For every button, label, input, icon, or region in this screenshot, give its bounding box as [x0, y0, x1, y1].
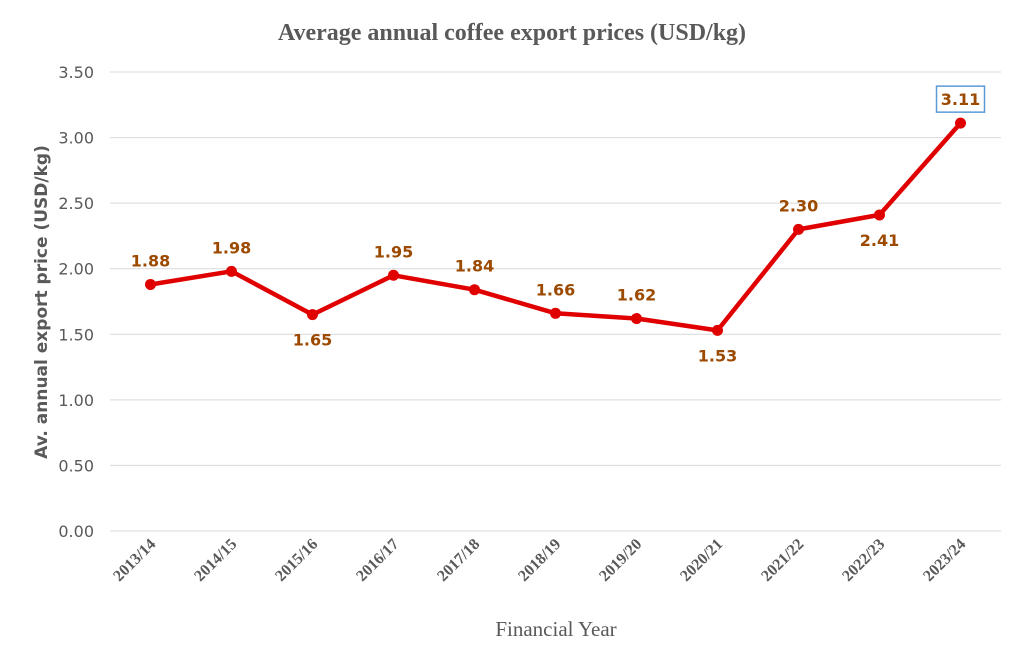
y-tick-label: 3.00 — [58, 129, 94, 148]
data-point — [145, 278, 156, 290]
x-axis-ticks: 2013/14 2014/15 2015/16 2016/17 2017/18 2018/… — [110, 536, 969, 585]
data-label: 1.62 — [617, 286, 656, 305]
data-point — [469, 284, 480, 296]
x-tick-label: 2018/19 — [515, 536, 564, 585]
data-point — [550, 307, 561, 319]
data-point — [388, 269, 399, 281]
data-label: 1.53 — [698, 346, 737, 365]
x-tick-label: 2020/21 — [677, 536, 726, 585]
y-tick-label: 2.00 — [58, 260, 94, 279]
data-point — [631, 313, 642, 325]
data-point — [874, 209, 885, 221]
x-tick-label: 2013/14 — [110, 536, 159, 585]
data-label: 1.88 — [131, 251, 170, 270]
gridlines — [110, 71, 1001, 466]
data-point — [793, 223, 804, 235]
data-point — [307, 309, 318, 321]
highlight-label-box — [935, 85, 986, 113]
y-tick-label: 1.00 — [58, 391, 94, 410]
data-point — [712, 324, 723, 336]
y-axis-title: Av. annual export price (USD/kg) — [32, 145, 52, 459]
data-label: 1.84 — [455, 257, 494, 276]
x-tick-label: 2023/24 — [920, 536, 969, 585]
data-labels: 1.88 1.98 1.65 1.95 1.84 1.66 1.62 1.53 2.30 2.41… — [131, 85, 986, 365]
data-label: 2.41 — [860, 231, 899, 250]
data-label: 1.98 — [212, 238, 251, 257]
x-tick-label: 2019/20 — [596, 536, 645, 585]
x-tick-label: 2017/18 — [434, 536, 483, 585]
x-tick-label: 2014/15 — [191, 536, 240, 585]
x-tick-label: 2015/16 — [272, 536, 321, 585]
y-axis-ticks: 0.00 0.50 1.00 1.50 2.00 2.50 3.00 3.50 — [58, 63, 94, 541]
x-axis-title: Financial Year — [495, 617, 616, 641]
data-label: 2.30 — [779, 196, 818, 215]
x-tick-label: 2016/17 — [353, 536, 402, 585]
data-point — [226, 265, 237, 277]
series-line-group — [145, 117, 966, 336]
x-tick-label: 2022/23 — [839, 536, 888, 585]
y-tick-label: 2.50 — [58, 194, 94, 213]
y-tick-label: 1.50 — [58, 325, 94, 344]
chart-title: Average annual coffee export prices (USD… — [278, 20, 746, 46]
x-tick-label: 2021/22 — [758, 536, 807, 585]
data-label: 1.66 — [536, 280, 575, 299]
y-tick-label: 3.50 — [58, 63, 94, 82]
data-label: 3.11 — [941, 90, 980, 109]
y-tick-label: 0.00 — [58, 522, 94, 541]
y-tick-label: 0.50 — [58, 456, 94, 475]
data-label: 1.65 — [293, 331, 332, 350]
data-point — [955, 117, 966, 129]
data-label: 1.95 — [374, 242, 413, 261]
